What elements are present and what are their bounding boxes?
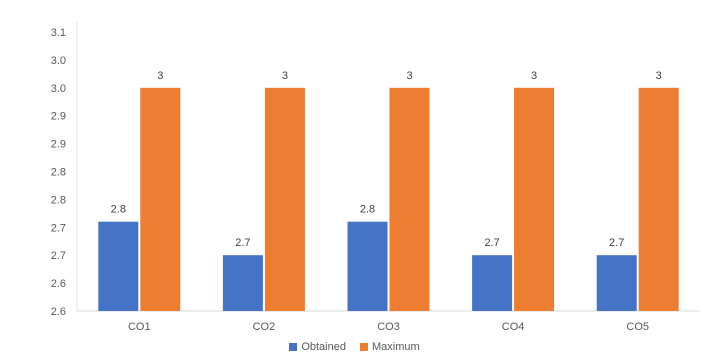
x-category-label: CO2 xyxy=(253,321,276,333)
data-label: 2.7 xyxy=(235,237,250,249)
data-label: 3 xyxy=(406,70,412,82)
bar-obtained xyxy=(596,255,637,311)
legend: Obtained Maximum xyxy=(0,339,709,355)
bars-group xyxy=(98,87,679,311)
legend-label: Maximum xyxy=(371,341,420,353)
y-tick-label: 2.9 xyxy=(51,111,66,123)
data-labels-group: 2.8 3 2.7 3 2.8 3 2.7 3 2.7 3 xyxy=(111,70,662,249)
legend-item: Obtained xyxy=(289,341,346,353)
y-tick-label: 3.0 xyxy=(51,83,66,95)
x-axis-labels: CO1 CO2 CO3 CO4 CO5 xyxy=(128,321,649,333)
x-category-label: CO3 xyxy=(377,321,400,333)
y-tick-label: 3.0 xyxy=(51,55,66,67)
data-label: 3 xyxy=(531,70,537,82)
data-label: 3 xyxy=(157,70,163,82)
bar-maximum xyxy=(140,87,181,311)
bar-obtained xyxy=(347,221,388,311)
data-label: 2.8 xyxy=(111,204,126,216)
y-tick-label: 2.6 xyxy=(51,306,66,318)
bar-chart: 2.62.62.72.72.82.82.92.93.03.03.1 2.832.… xyxy=(51,22,700,333)
legend-swatch xyxy=(359,343,368,351)
y-tick-label: 2.8 xyxy=(51,194,66,206)
bar-obtained xyxy=(222,255,263,311)
legend-item: Maximum xyxy=(359,341,420,353)
bar-maximum xyxy=(389,87,430,311)
data-label: 3 xyxy=(656,70,662,82)
y-tick-label: 2.7 xyxy=(51,222,66,234)
bar-maximum xyxy=(264,87,305,311)
x-category-label: CO1 xyxy=(128,321,151,333)
data-label: 2.7 xyxy=(484,237,499,249)
y-tick-label: 3.1 xyxy=(51,27,66,39)
data-label: 2.8 xyxy=(360,204,375,216)
x-category-label: CO5 xyxy=(626,321,649,333)
bar-obtained xyxy=(98,221,139,311)
y-tick-label: 2.7 xyxy=(51,250,66,262)
y-tick-label: 2.9 xyxy=(51,139,66,151)
data-label: 2.7 xyxy=(609,237,624,249)
data-label: 3 xyxy=(282,70,288,82)
y-axis-ticks: 2.6 2.6 2.7 2.7 2.8 2.8 2.9 2.9 3.0 3.0 3.1 xyxy=(51,27,66,318)
bar-obtained xyxy=(472,255,513,311)
legend-swatch xyxy=(289,343,298,351)
x-category-label: CO4 xyxy=(502,321,525,333)
legend-label: Obtained xyxy=(301,341,346,353)
bar-maximum xyxy=(514,87,555,311)
bar-maximum xyxy=(638,87,679,311)
y-tick-label: 2.6 xyxy=(51,278,66,290)
y-tick-label: 2.8 xyxy=(51,167,66,179)
